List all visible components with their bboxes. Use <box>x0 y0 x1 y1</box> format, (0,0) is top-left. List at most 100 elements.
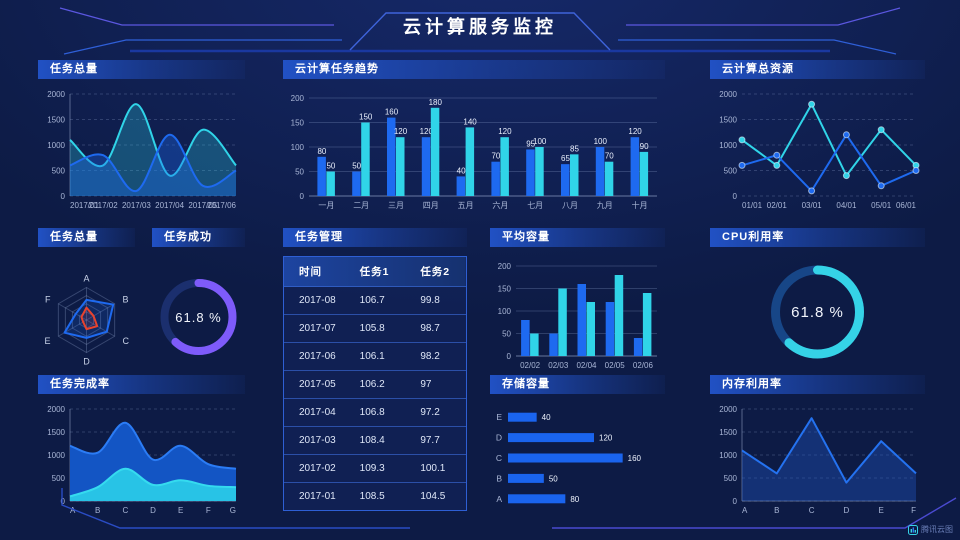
svg-text:160: 160 <box>628 454 642 463</box>
svg-text:02/05: 02/05 <box>605 361 626 370</box>
svg-text:180: 180 <box>429 98 443 107</box>
svg-text:2000: 2000 <box>719 90 737 99</box>
svg-text:1000: 1000 <box>47 451 65 460</box>
table-header-cell: 任务1 <box>359 266 390 278</box>
svg-text:150: 150 <box>498 285 512 294</box>
svg-text:2017/04: 2017/04 <box>155 201 184 210</box>
table-row: 2017-05 106.2 97 <box>284 370 466 399</box>
task-success-svg <box>160 279 237 355</box>
svg-text:40: 40 <box>542 413 551 422</box>
table-body: 2017-08 106.7 99.8 2017-07 105.8 98.7 2017-06 1… <box>284 286 466 510</box>
svg-text:500: 500 <box>724 167 738 176</box>
svg-text:0: 0 <box>61 192 66 201</box>
task-radar-svg: A B C D E F <box>45 274 130 367</box>
task-trend-chart: 0 50 100 150 200 一月 二月 三月 四月 五月 六月 七月 八月 九月 十月 80 50 160 1… <box>283 84 665 212</box>
svg-text:50: 50 <box>502 330 511 339</box>
svg-text:50: 50 <box>352 162 361 171</box>
svg-text:B: B <box>774 506 779 515</box>
svg-text:200: 200 <box>291 94 305 103</box>
storage-chart: E 40 D 120 C 160 B 50 A 80 <box>490 399 665 517</box>
table-cell: 106.8 <box>344 398 406 427</box>
svg-text:70: 70 <box>605 152 614 161</box>
table-cell: 106.1 <box>344 342 406 371</box>
svg-text:02/02: 02/02 <box>520 361 541 370</box>
memory-chart: 0 500 1000 1500 2000 A B C D E F <box>710 399 925 517</box>
panel-title-total-resource: 云计算总资源 <box>710 60 925 79</box>
svg-text:2017/03: 2017/03 <box>122 201 151 210</box>
svg-text:80: 80 <box>317 147 326 156</box>
svg-text:D: D <box>496 433 502 443</box>
svg-text:02/01: 02/01 <box>767 201 788 210</box>
svg-text:90: 90 <box>640 142 649 151</box>
table-cell: 108.4 <box>344 426 406 455</box>
svg-text:F: F <box>206 506 211 515</box>
svg-text:六月: 六月 <box>492 200 508 210</box>
svg-text:04/01: 04/01 <box>836 201 857 210</box>
svg-text:65: 65 <box>561 154 570 163</box>
svg-text:三月: 三月 <box>388 201 404 210</box>
table-cell: 108.5 <box>344 482 406 510</box>
table-row: 2017-01 108.5 104.5 <box>284 482 466 510</box>
table-row: 2017-02 109.3 100.1 <box>284 454 466 483</box>
task-manage-table: 时间 任务1 任务2 2017-08 106.7 99.8 2017-07 105.8 98.… <box>284 257 466 510</box>
panel-task-success: 任务成功 61.8 % <box>152 228 245 382</box>
cpu-usage-value: 61.8 % <box>791 303 844 321</box>
svg-text:1500: 1500 <box>47 116 65 125</box>
svg-text:100: 100 <box>498 307 512 316</box>
svg-text:95: 95 <box>526 139 535 148</box>
svg-text:120: 120 <box>498 127 512 136</box>
panel-task-trend: 云计算任务趋势 0 50 100 150 200 一月 二月 三月 四月 五月 六月 七月 八月 九月 十月… <box>283 60 665 212</box>
svg-text:A: A <box>70 506 76 515</box>
svg-text:E: E <box>178 506 183 515</box>
panel-title-task-trend: 云计算任务趋势 <box>283 60 665 79</box>
task-radar-chart: A B C D E F <box>38 252 135 382</box>
task-success-gauge: 61.8 % <box>152 252 245 382</box>
svg-text:1000: 1000 <box>719 141 737 150</box>
table-header-cell: 任务2 <box>420 266 451 278</box>
svg-text:C: C <box>122 506 128 515</box>
panel-title-task-completion: 任务完成率 <box>38 375 245 394</box>
svg-text:G: G <box>230 506 236 515</box>
panel-task-total: 任务总量 0 500 1000 1500 2000 2017/01 2017/02 2017/… <box>38 60 245 212</box>
svg-text:0: 0 <box>507 352 512 361</box>
svg-text:五月: 五月 <box>458 201 474 210</box>
svg-text:四月: 四月 <box>423 201 439 210</box>
svg-text:2017/01: 2017/01 <box>70 201 99 210</box>
panel-title-task-radar: 任务总量 <box>38 228 135 247</box>
svg-text:1000: 1000 <box>719 451 737 460</box>
svg-text:05/01: 05/01 <box>871 201 892 210</box>
svg-text:十月: 十月 <box>632 200 648 210</box>
svg-text:八月: 八月 <box>562 201 578 210</box>
panel-cpu-usage: CPU利用率 61.8 % <box>710 228 925 372</box>
table-cell: 2017-05 <box>284 370 345 399</box>
total-resource-svg: 0 500 1000 1500 2000 01/01 02/01 03/01 04/01 05/0… <box>719 90 920 210</box>
svg-text:2017/05: 2017/05 <box>188 201 217 210</box>
cpu-usage-svg <box>771 265 864 359</box>
svg-text:500: 500 <box>52 474 66 483</box>
svg-text:C: C <box>809 506 815 515</box>
svg-text:100: 100 <box>533 137 547 146</box>
panel-title-memory: 内存利用率 <box>710 375 925 394</box>
svg-text:E: E <box>45 336 51 346</box>
cpu-usage-gauge: 61.8 % <box>710 252 925 372</box>
table-row: 2017-04 106.8 97.2 <box>284 398 466 427</box>
svg-text:D: D <box>844 506 850 515</box>
svg-text:85: 85 <box>570 144 579 153</box>
svg-text:02/04: 02/04 <box>576 361 597 370</box>
memory-svg: 0 500 1000 1500 2000 A B C D E F <box>719 405 917 515</box>
svg-text:2000: 2000 <box>719 405 737 414</box>
watermark-label: 腾讯云图 <box>921 525 953 534</box>
svg-text:二月: 二月 <box>353 201 369 210</box>
svg-text:1000: 1000 <box>47 141 65 150</box>
svg-text:1500: 1500 <box>719 428 737 437</box>
svg-text:E: E <box>879 506 884 515</box>
svg-text:一月: 一月 <box>318 201 334 210</box>
svg-text:九月: 九月 <box>597 201 613 210</box>
svg-text:40: 40 <box>457 166 466 175</box>
svg-text:150: 150 <box>359 113 373 122</box>
svg-text:F: F <box>45 294 51 304</box>
task-completion-chart: 0 500 1000 1500 2000 A B C D E F G <box>38 399 245 517</box>
